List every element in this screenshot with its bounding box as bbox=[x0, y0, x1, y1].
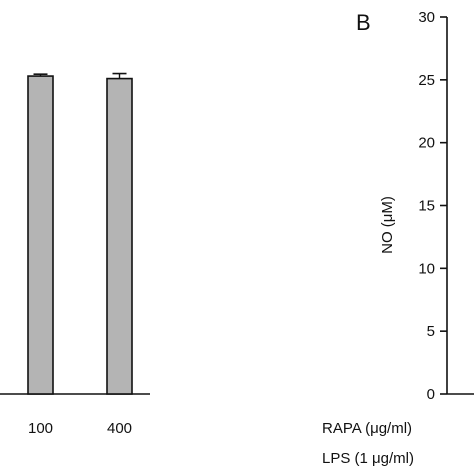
panel-b-y-axis-title: NO (μM) bbox=[379, 196, 396, 254]
y-tick-label-10: 10 bbox=[418, 260, 435, 277]
y-tick-label-25: 25 bbox=[418, 72, 435, 89]
panel-a-chart: 100 400 bbox=[0, 72, 150, 437]
lps-row-label: LPS (1 μg/ml) bbox=[322, 450, 414, 467]
rapa-row-label: RAPA (μg/ml) bbox=[322, 420, 412, 437]
x-tick-label-100: 100 bbox=[28, 420, 53, 437]
y-tick-label-0: 0 bbox=[427, 386, 435, 403]
y-tick-label-20: 20 bbox=[418, 135, 435, 152]
panel-b-label: B bbox=[356, 10, 371, 35]
panel-b-chart: B 0 5 10 15 20 25 30 NO (μM) RAPA (μg/ml) LPS … bbox=[322, 9, 474, 467]
x-tick-label-400: 400 bbox=[107, 420, 132, 437]
bar-100 bbox=[27, 75, 54, 395]
error-bar-100 bbox=[33, 73, 48, 77]
panel-a-bars bbox=[27, 72, 133, 395]
y-tick-label-30: 30 bbox=[418, 9, 435, 26]
bar-400 bbox=[106, 77, 133, 395]
panel-b-y-ticks: 0 5 10 15 20 25 30 bbox=[418, 9, 447, 403]
y-tick-label-5: 5 bbox=[427, 323, 435, 340]
y-tick-label-15: 15 bbox=[418, 198, 435, 215]
panel-a-x-tick-labels: 100 400 bbox=[28, 420, 132, 437]
error-bar-400 bbox=[112, 72, 127, 79]
